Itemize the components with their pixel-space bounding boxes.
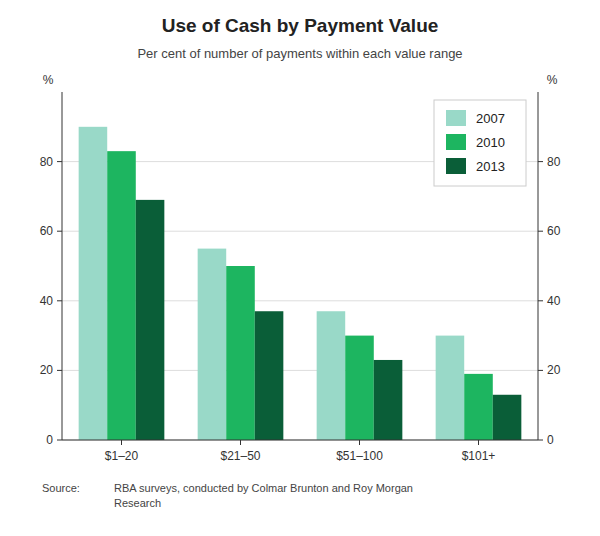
bar bbox=[107, 151, 136, 440]
y2-tick bbox=[538, 161, 543, 162]
bar bbox=[226, 266, 255, 440]
x-axis-line bbox=[62, 440, 538, 441]
grid-line bbox=[62, 440, 538, 441]
y-tick bbox=[57, 231, 62, 232]
bar bbox=[464, 374, 493, 440]
legend-swatch bbox=[446, 134, 466, 150]
x-tick bbox=[478, 440, 479, 445]
bars bbox=[79, 127, 522, 440]
x-tick-label: $1–20 bbox=[105, 449, 139, 463]
y-axis-label: % bbox=[43, 73, 54, 87]
y2-axis-line bbox=[538, 92, 539, 440]
y-tick-label: 20 bbox=[40, 363, 54, 377]
x-tick-label: $21–50 bbox=[220, 449, 260, 463]
y-tick bbox=[57, 161, 62, 162]
y-tick bbox=[57, 440, 62, 441]
y2-tick bbox=[538, 440, 543, 441]
bar bbox=[255, 311, 284, 440]
bar bbox=[79, 127, 108, 440]
chart: Use of Cash by Payment Value Per cent of … bbox=[0, 0, 600, 536]
bar bbox=[198, 249, 227, 440]
source: RBA surveys, conducted by Colmar Brunton… bbox=[114, 482, 413, 509]
y-tick-label: 40 bbox=[40, 294, 54, 308]
subtitle: Per cent of number of payments within ea… bbox=[137, 46, 462, 61]
x-tick-label: $101+ bbox=[462, 449, 496, 463]
source-line: Research bbox=[114, 497, 161, 509]
source-line: RBA surveys, conducted by Colmar Brunton… bbox=[114, 482, 413, 494]
y2-tick bbox=[538, 231, 543, 232]
bar bbox=[345, 336, 374, 440]
bar bbox=[436, 336, 465, 440]
bar bbox=[136, 200, 165, 440]
x-tick-label: $51–100 bbox=[336, 449, 383, 463]
y2-tick-label: 60 bbox=[547, 224, 561, 238]
legend: 2007 2010 2013 bbox=[434, 100, 526, 186]
legend-label: 2007 bbox=[476, 111, 505, 126]
y-tick bbox=[57, 300, 62, 301]
y2-tick-label: 0 bbox=[547, 433, 554, 447]
y-tick bbox=[57, 370, 62, 371]
y2-tick bbox=[538, 300, 543, 301]
legend-swatch bbox=[446, 158, 466, 174]
y-tick-label: 60 bbox=[40, 224, 54, 238]
source-label: Source: bbox=[42, 482, 80, 494]
y-tick-label: 80 bbox=[40, 155, 54, 169]
legend-frame bbox=[434, 100, 526, 186]
bar bbox=[317, 311, 346, 440]
y2-tick-label: 40 bbox=[547, 294, 561, 308]
title: Use of Cash by Payment Value bbox=[162, 15, 439, 36]
legend-label: 2013 bbox=[476, 159, 505, 174]
y2-tick-label: 20 bbox=[547, 363, 561, 377]
x-tick bbox=[240, 440, 241, 445]
bar bbox=[374, 360, 403, 440]
legend-swatch bbox=[446, 110, 466, 126]
legend-label: 2010 bbox=[476, 135, 505, 150]
x-tick bbox=[359, 440, 360, 445]
bar bbox=[493, 395, 522, 440]
y-tick-label: 0 bbox=[46, 433, 53, 447]
x-tick bbox=[121, 440, 122, 445]
y2-tick-label: 80 bbox=[547, 155, 561, 169]
y2-tick bbox=[538, 370, 543, 371]
y2-axis-label: % bbox=[547, 73, 558, 87]
y-axis-line bbox=[62, 92, 63, 440]
